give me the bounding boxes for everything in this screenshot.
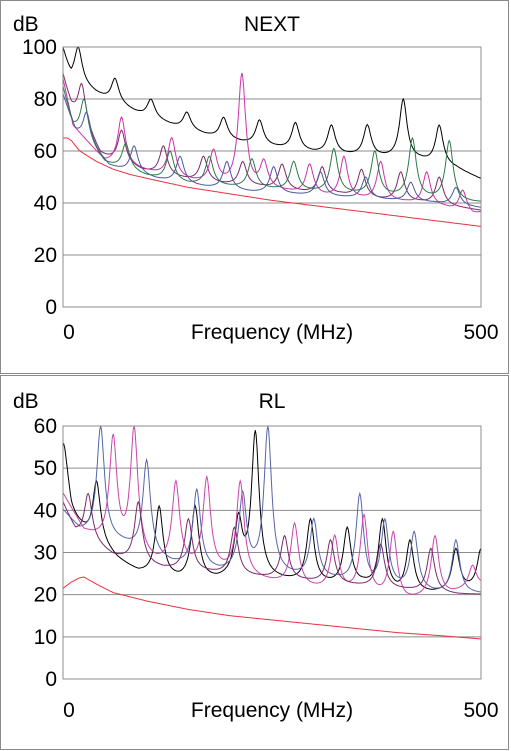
y-tick-label: 60 [34,415,57,438]
rl-chart: dB RL Frequency (MHz) 0 500 60 50 40 30 20 10… [13,390,499,722]
rl-series-group [62,425,482,640]
series-line-5 [62,93,482,208]
series-line-1 [62,46,482,179]
rl-x-tick-0: 0 [63,699,75,722]
series-line-1 [62,430,482,590]
series-line-2 [62,72,482,211]
next-series-group [62,46,482,227]
y-tick-label: 0 [45,296,57,319]
series-line-4 [62,85,482,202]
series-line-5 [62,576,481,640]
next-plot-frame [62,46,482,308]
next-x-tick-0: 0 [63,321,75,344]
y-tick-label: 40 [34,192,57,215]
next-x-tick-500: 500 [463,321,498,344]
y-tick-label: 30 [34,542,57,565]
y-tick-label: 60 [34,140,57,163]
y-tick-label: 50 [34,457,57,480]
next-chart-panel: dB NEXT Frequency (MHz) 0 500 100 80 60 40 2… [0,0,509,374]
y-tick-label: 40 [34,499,57,522]
rl-chart-panel: dB RL Frequency (MHz) 0 500 60 50 40 30 20 10… [0,375,509,750]
rl-x-tick-500: 500 [463,699,498,722]
rl-gridlines [63,467,481,638]
next-y-unit-label: dB [13,13,39,36]
y-tick-label: 80 [34,88,57,111]
next-y-ticks: 100 80 60 40 20 0 [22,36,57,319]
y-tick-label: 100 [22,36,57,59]
rl-x-axis-label: Frequency (MHz) [191,699,353,722]
series-line-6 [63,137,482,227]
rl-plot-frame [62,425,482,680]
series-line-4 [62,492,481,595]
rl-y-unit-label: dB [13,390,39,413]
series-line-3 [62,72,482,213]
y-tick-label: 20 [34,584,57,607]
y-tick-label: 10 [34,626,57,649]
next-chart-title: NEXT [244,13,300,36]
next-gridlines [63,98,481,256]
y-tick-label: 20 [34,244,57,267]
series-line-3 [62,425,482,595]
next-chart: dB NEXT Frequency (MHz) 0 500 100 80 60 40 2… [13,13,499,344]
y-tick-label: 0 [45,668,57,691]
next-x-axis-label: Frequency (MHz) [191,321,353,344]
rl-y-ticks: 60 50 40 30 20 10 0 [34,415,57,691]
rl-chart-title: RL [259,390,286,413]
